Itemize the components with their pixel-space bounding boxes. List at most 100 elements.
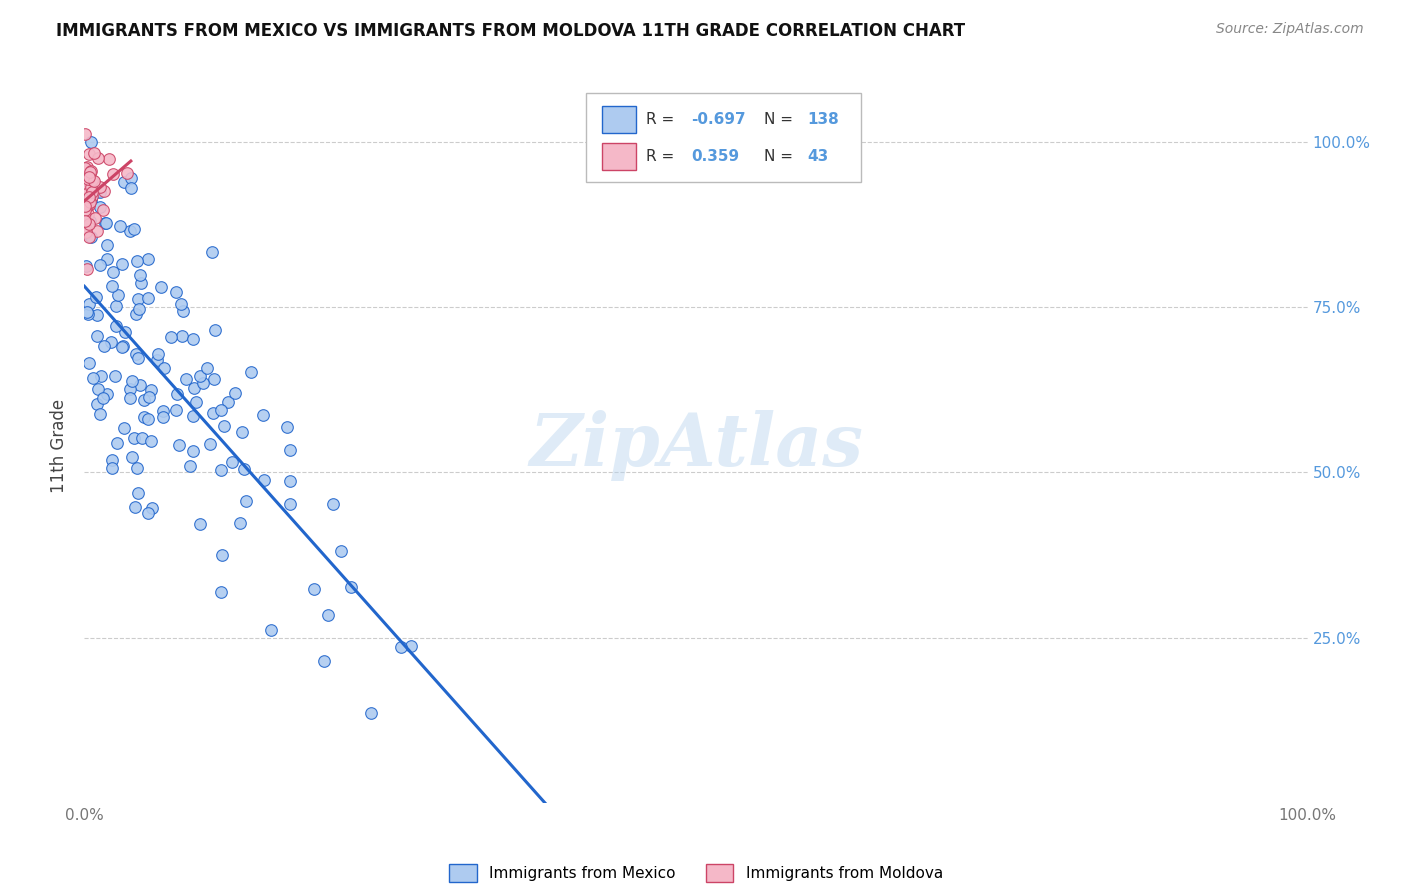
Point [252, 473, 274, 487]
Point [96, 252, 118, 266]
Point [181, 332, 204, 346]
Point [166, 387, 188, 401]
Point [89, 200, 111, 214]
Point [129, 378, 152, 392]
Point [87, 382, 110, 396]
Point [122, 222, 145, 236]
Text: 138: 138 [807, 112, 839, 127]
Point [86, 397, 108, 411]
Point [94, 216, 117, 230]
Point [101, 167, 124, 181]
Point [84, 211, 107, 225]
Point [75, 221, 97, 235]
Point [80, 186, 103, 200]
Point [86, 308, 108, 322]
Point [302, 582, 325, 596]
Point [128, 302, 150, 317]
Point [107, 287, 129, 301]
Point [77, 207, 100, 221]
Point [75, 194, 97, 208]
Point [75, 259, 97, 273]
Point [112, 339, 135, 353]
Point [79, 179, 101, 194]
Point [360, 706, 382, 720]
Point [76, 160, 98, 174]
Point [97, 152, 120, 166]
Point [132, 409, 155, 424]
Point [131, 276, 153, 290]
Point [77, 170, 100, 185]
Point [82, 370, 104, 384]
Point [224, 386, 246, 401]
Point [93, 339, 115, 353]
Point [167, 438, 190, 452]
Point [141, 501, 163, 516]
Point [136, 291, 159, 305]
Point [96, 238, 118, 252]
Point [124, 500, 146, 515]
Point [212, 418, 235, 433]
Point [76, 305, 98, 319]
Point [221, 455, 243, 469]
Point [209, 584, 232, 599]
Point [89, 179, 111, 194]
Point [83, 174, 105, 188]
Point [165, 402, 187, 417]
Y-axis label: 11th Grade: 11th Grade [51, 399, 69, 493]
Point [77, 217, 100, 231]
Legend: Immigrants from Mexico, Immigrants from Moldova: Immigrants from Mexico, Immigrants from … [441, 857, 950, 889]
Point [128, 268, 150, 282]
Point [75, 187, 97, 202]
Point [201, 245, 224, 260]
Point [80, 189, 103, 203]
Point [176, 371, 198, 385]
Point [79, 190, 101, 204]
Point [79, 214, 101, 228]
Point [76, 304, 98, 318]
Point [91, 202, 114, 217]
Point [77, 218, 100, 232]
Text: R =: R = [645, 149, 673, 164]
Point [239, 365, 262, 379]
Text: R =: R = [645, 112, 673, 127]
FancyBboxPatch shape [602, 143, 636, 170]
Point [278, 475, 301, 489]
Point [96, 387, 118, 401]
Point [204, 322, 226, 336]
Point [209, 463, 232, 477]
Point [322, 497, 344, 511]
Point [76, 199, 98, 213]
Point [260, 623, 283, 637]
Point [75, 226, 97, 240]
Point [76, 172, 98, 186]
Point [83, 146, 105, 161]
Text: N =: N = [765, 112, 793, 127]
Point [79, 165, 101, 179]
Point [152, 410, 174, 425]
Point [89, 258, 111, 272]
Point [94, 216, 117, 230]
Point [127, 486, 149, 500]
Point [89, 407, 111, 421]
Point [276, 419, 298, 434]
Point [399, 639, 422, 653]
Point [76, 262, 98, 277]
Point [169, 297, 191, 311]
Point [127, 351, 149, 365]
Point [105, 436, 128, 450]
Point [139, 434, 162, 448]
Point [229, 516, 252, 531]
Point [278, 497, 301, 511]
Point [80, 164, 103, 178]
Point [252, 409, 274, 423]
Point [121, 374, 143, 388]
Point [104, 369, 127, 384]
Point [75, 199, 97, 213]
Text: N =: N = [765, 149, 793, 164]
Text: 43: 43 [807, 149, 828, 164]
Text: Source: ZipAtlas.com: Source: ZipAtlas.com [1216, 22, 1364, 37]
Point [125, 461, 148, 475]
Point [235, 494, 257, 508]
Point [131, 431, 153, 445]
Point [125, 307, 148, 321]
